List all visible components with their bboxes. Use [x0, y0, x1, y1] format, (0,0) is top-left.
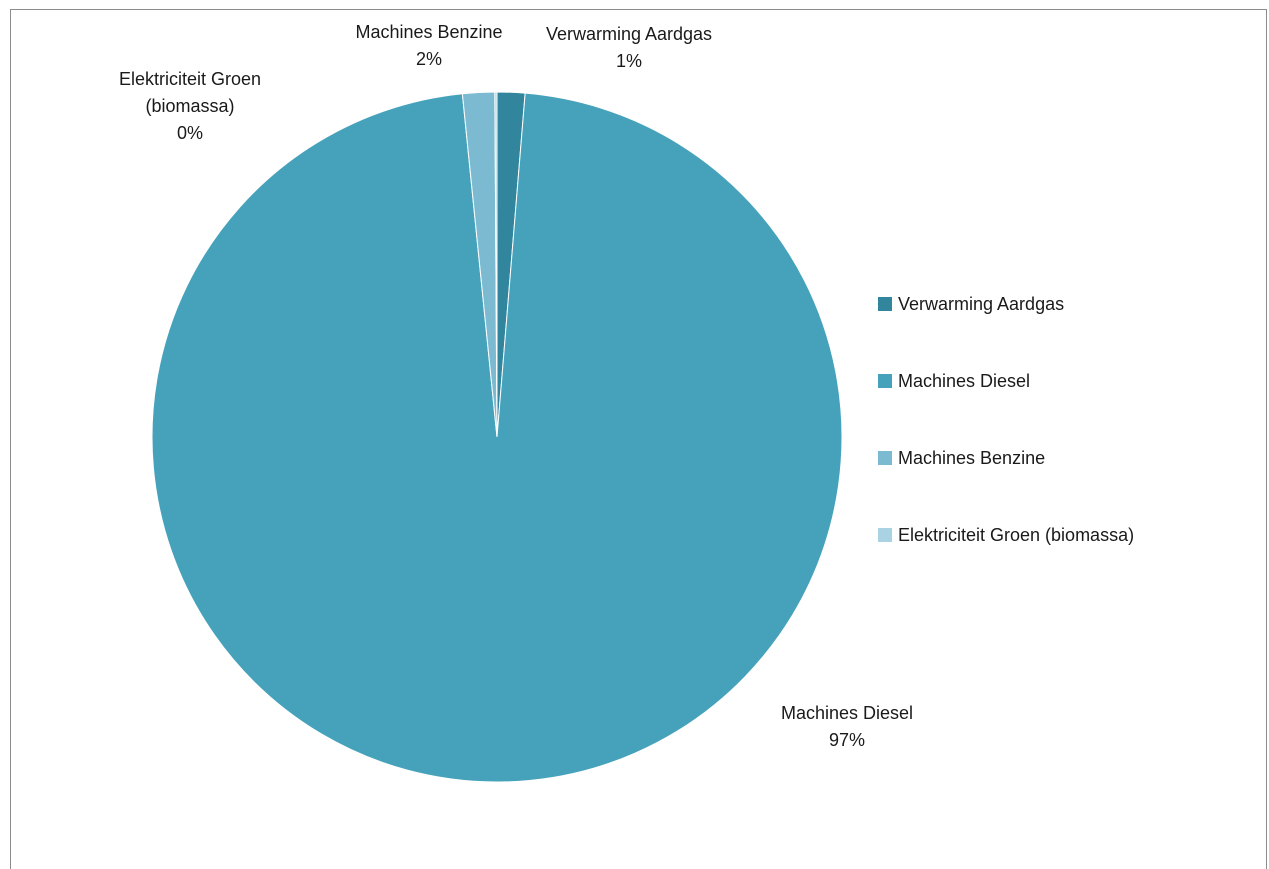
data-label-line: Machines Benzine	[355, 22, 502, 42]
data-label-line: 0%	[177, 123, 203, 143]
chart-frame	[10, 9, 1267, 869]
pie-slice-machines-diesel	[151, 92, 843, 783]
legend-item-machines-benzine: Machines Benzine	[878, 448, 1045, 468]
data-label-verwarming-aardgas: Verwarming Aardgas 1%	[546, 24, 712, 71]
pie-slice-elektriciteit-groen-biomassa	[494, 91, 498, 438]
data-label-line: 2%	[416, 49, 442, 69]
legend-swatch	[878, 451, 892, 465]
legend-label: Elektriciteit Groen (biomassa)	[898, 525, 1134, 545]
data-label-line: Machines Diesel	[781, 703, 913, 723]
data-label-line: 97%	[829, 730, 865, 750]
legend-swatch	[878, 374, 892, 388]
legend-label: Machines Benzine	[898, 448, 1045, 468]
legend-label: Machines Diesel	[898, 371, 1030, 391]
legend-label: Verwarming Aardgas	[898, 294, 1064, 314]
data-label-line: (biomassa)	[145, 96, 234, 116]
data-label-line: Verwarming Aardgas	[546, 24, 712, 44]
legend-swatch	[878, 297, 892, 311]
legend-item-verwarming-aardgas: Verwarming Aardgas	[878, 294, 1064, 314]
data-label-machines-diesel: Machines Diesel 97%	[781, 703, 913, 750]
legend: Verwarming Aardgas Machines Diesel Machine…	[878, 294, 1134, 545]
legend-item-elektriciteit-groen-biomassa: Elektriciteit Groen (biomassa)	[878, 525, 1134, 545]
data-label-machines-benzine: Machines Benzine 2%	[355, 22, 502, 69]
data-label-line: Elektriciteit Groen	[119, 69, 261, 89]
data-labels: Verwarming Aardgas 1%Machines Diesel 97%Ma…	[119, 22, 913, 750]
data-label-line: 1%	[616, 51, 642, 71]
data-label-elektriciteit-groen-biomassa: Elektriciteit Groen (biomassa) 0%	[119, 69, 261, 143]
legend-swatch	[878, 528, 892, 542]
legend-item-machines-diesel: Machines Diesel	[878, 371, 1030, 391]
pie-slices	[151, 91, 843, 783]
